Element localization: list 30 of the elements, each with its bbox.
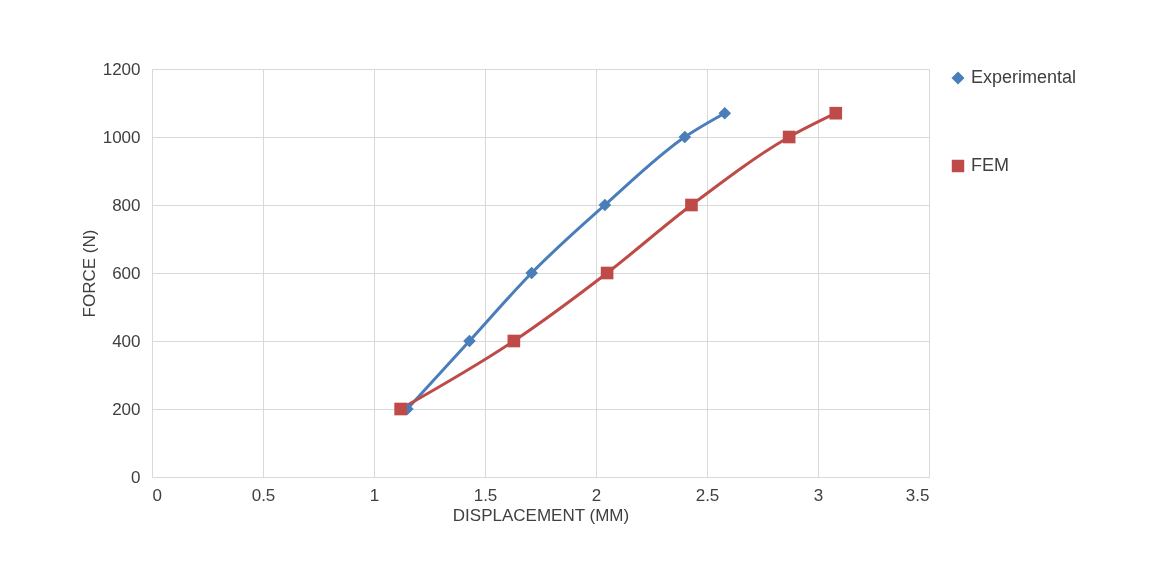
legend-label: Experimental — [971, 67, 1077, 87]
x-tick-label: 1 — [369, 485, 380, 505]
point — [598, 198, 612, 212]
y-tick-label: 600 — [112, 263, 141, 283]
point — [394, 402, 407, 416]
y-tick-label: 1000 — [102, 127, 141, 147]
y-tick-label: 1200 — [102, 59, 141, 79]
y-tick-label: 400 — [112, 331, 141, 351]
x-tick-label: 2 — [591, 485, 602, 505]
point — [718, 106, 732, 120]
point — [685, 198, 698, 212]
x-tick-label: 1.5 — [473, 485, 498, 505]
point — [678, 130, 692, 144]
legend-label: FEM — [971, 155, 1009, 175]
x-tick-label: 3 — [813, 485, 824, 505]
x-tick-label: 0 — [152, 485, 162, 505]
x-tick-label: 3.5 — [905, 485, 930, 505]
y-axis-title: FORCE (N) — [79, 229, 99, 318]
point — [463, 334, 476, 348]
x-axis-title: DISPLACEMENT (MM) — [452, 505, 630, 525]
y-tick-label: 0 — [131, 467, 141, 487]
x-tick-label: 2.5 — [695, 485, 720, 505]
point — [525, 266, 538, 280]
y-tick-label: 800 — [112, 195, 141, 215]
point — [782, 130, 796, 144]
point — [829, 106, 843, 120]
x-tick-label: 0.5 — [251, 485, 276, 505]
point — [600, 266, 614, 280]
y-tick-label: 200 — [112, 399, 141, 419]
point — [507, 334, 521, 348]
